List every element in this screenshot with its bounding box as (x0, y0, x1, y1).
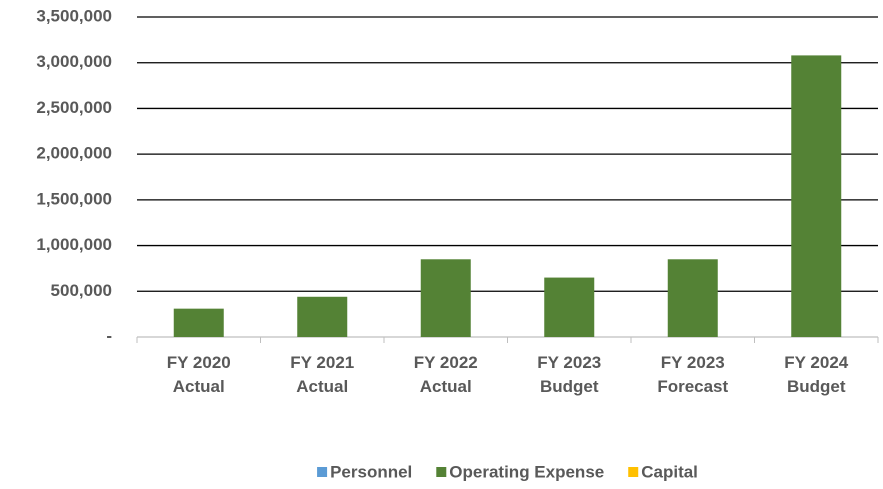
y-tick-label: 2,000,000 (36, 144, 112, 163)
y-tick-label: 1,500,000 (36, 189, 112, 208)
x-tick-label-line: Actual (296, 377, 348, 396)
x-tick-label-line: Actual (420, 377, 472, 396)
legend-swatch (317, 467, 328, 477)
x-tick-label: FY 2021 Actual (290, 353, 354, 396)
bar (420, 259, 471, 337)
bar (173, 308, 224, 337)
x-tick-label-line: Budget (540, 377, 599, 396)
x-tick-label: FY 2023 Forecast (657, 353, 728, 396)
y-tick-label: 1,000,000 (36, 235, 112, 254)
x-tick-label-line: FY 2021 (290, 353, 354, 372)
x-tick-label: FY 2020 Actual (167, 353, 231, 396)
x-tick-label-line: FY 2022 (414, 353, 478, 372)
bar (791, 55, 842, 338)
x-tick-label-line: Budget (787, 377, 846, 396)
legend-label: Personnel (330, 462, 412, 481)
y-tick-label: 3,000,000 (36, 52, 112, 71)
legend-label: Operating Expense (449, 462, 604, 481)
bar (544, 277, 595, 337)
x-tick-label-line: FY 2023 (537, 353, 601, 372)
y-tick-label: 2,500,000 (36, 98, 112, 117)
x-tick-label-line: FY 2024 (784, 353, 849, 372)
x-tick-label: FY 2023 Budget (537, 353, 601, 396)
x-tick-label: FY 2024 Budget (784, 353, 849, 396)
bar (297, 296, 348, 337)
bar (667, 259, 718, 337)
x-tick-label-line: FY 2023 (661, 353, 725, 372)
legend-label: Capital (641, 462, 698, 481)
x-tick-label: FY 2022 Actual (414, 353, 478, 396)
x-tick-label-line: Forecast (657, 377, 728, 396)
legend-swatch (628, 467, 639, 477)
x-tick-label-line: FY 2020 (167, 353, 231, 372)
legend: Personnel Operating Expense Capital (317, 462, 698, 481)
x-tick-label-line: Actual (173, 377, 225, 396)
y-tick-label: 500,000 (51, 281, 112, 300)
legend-swatch (436, 467, 447, 477)
y-tick-label: 3,500,000 (36, 6, 112, 25)
y-tick-label: - (106, 326, 112, 345)
